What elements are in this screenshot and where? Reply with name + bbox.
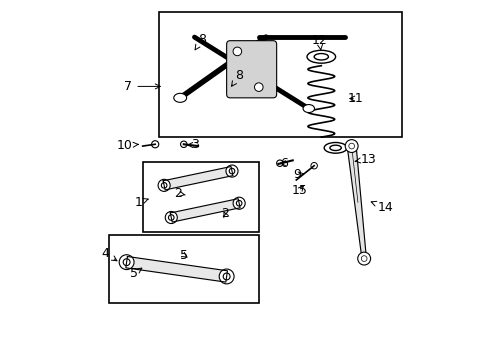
- Ellipse shape: [173, 93, 186, 102]
- Text: 11: 11: [347, 92, 363, 105]
- FancyBboxPatch shape: [226, 41, 276, 98]
- Circle shape: [123, 259, 130, 266]
- Circle shape: [348, 143, 354, 149]
- Text: 14: 14: [370, 201, 393, 214]
- Text: 15: 15: [291, 184, 307, 197]
- Bar: [108, 235, 258, 303]
- Text: 6: 6: [280, 157, 288, 170]
- Circle shape: [276, 160, 283, 166]
- Ellipse shape: [303, 104, 314, 113]
- Circle shape: [345, 140, 357, 153]
- Circle shape: [361, 256, 366, 261]
- Polygon shape: [125, 257, 227, 282]
- Circle shape: [254, 83, 263, 91]
- Text: 12: 12: [311, 34, 327, 50]
- Text: 8: 8: [231, 69, 243, 86]
- Text: 10: 10: [117, 139, 138, 152]
- Text: 1: 1: [134, 196, 148, 209]
- Polygon shape: [170, 199, 240, 222]
- Circle shape: [158, 179, 170, 192]
- Circle shape: [225, 165, 238, 177]
- Text: 7: 7: [124, 80, 160, 93]
- Text: 8: 8: [195, 33, 205, 50]
- Text: 2: 2: [221, 207, 228, 220]
- Text: 5: 5: [129, 267, 142, 280]
- Circle shape: [310, 162, 317, 169]
- Circle shape: [357, 252, 370, 265]
- Text: 4: 4: [101, 247, 117, 261]
- Polygon shape: [163, 167, 232, 190]
- Circle shape: [233, 47, 241, 56]
- Circle shape: [165, 211, 177, 224]
- Circle shape: [229, 168, 234, 174]
- Text: 5: 5: [180, 248, 187, 261]
- Bar: [142, 162, 258, 232]
- Text: 13: 13: [354, 153, 376, 166]
- Circle shape: [223, 273, 229, 280]
- Text: 3: 3: [187, 139, 199, 152]
- Circle shape: [236, 201, 242, 206]
- Polygon shape: [346, 145, 366, 259]
- Circle shape: [180, 141, 186, 148]
- Circle shape: [119, 255, 134, 270]
- Circle shape: [233, 197, 244, 209]
- Circle shape: [151, 141, 159, 148]
- Text: 9: 9: [293, 168, 304, 181]
- Bar: [159, 12, 401, 137]
- Circle shape: [219, 269, 234, 284]
- Text: 2: 2: [174, 187, 185, 200]
- Circle shape: [161, 183, 166, 188]
- Circle shape: [168, 215, 174, 220]
